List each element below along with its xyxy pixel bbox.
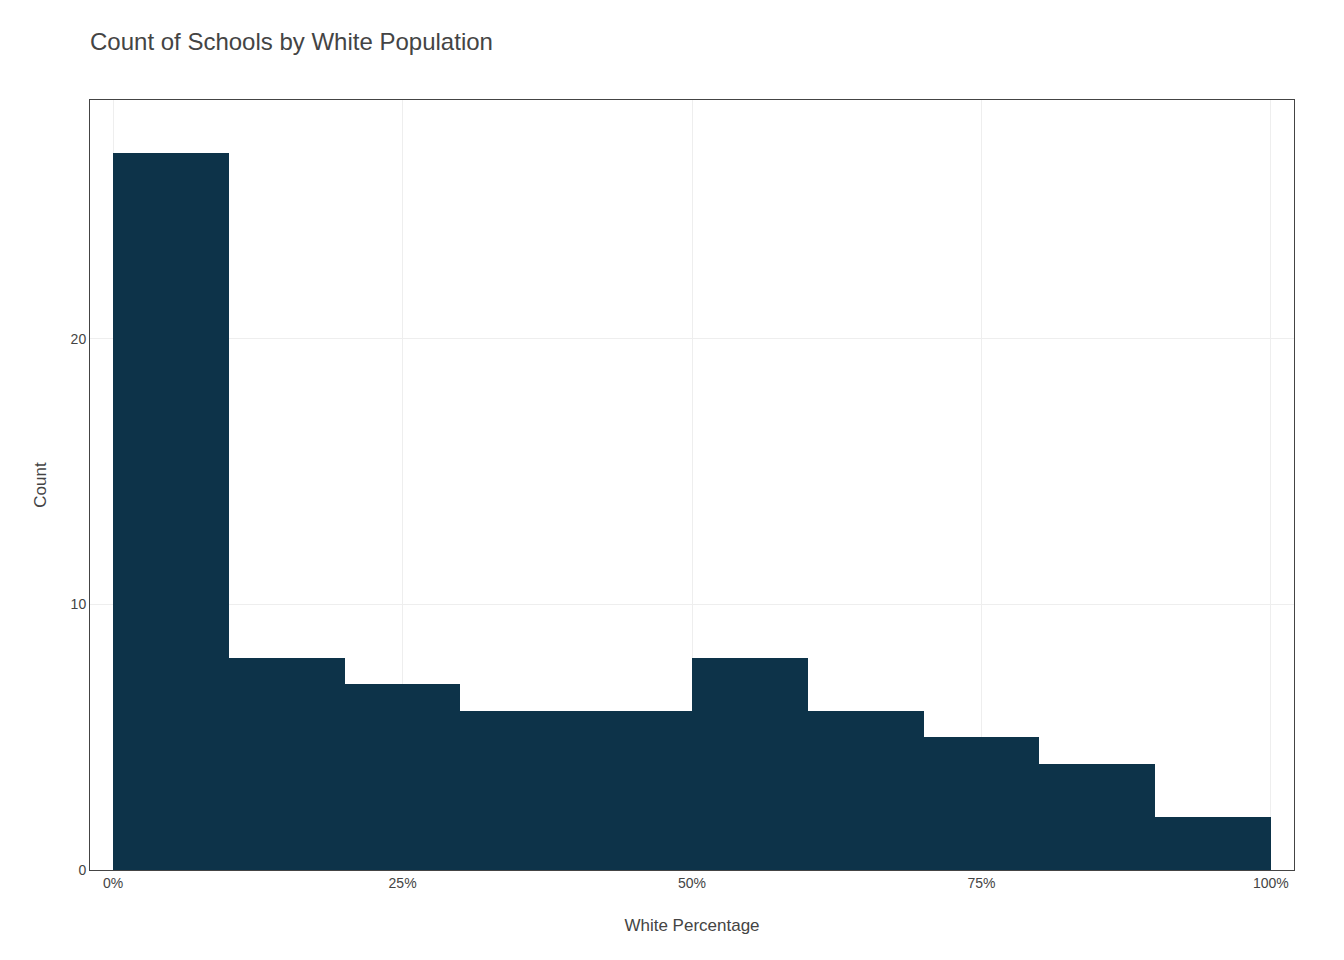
svg-text:20: 20 xyxy=(71,331,87,347)
svg-text:0%: 0% xyxy=(103,875,123,891)
svg-text:0: 0 xyxy=(78,862,86,878)
svg-text:75%: 75% xyxy=(967,875,995,891)
svg-text:Count: Count xyxy=(31,462,50,508)
svg-text:50%: 50% xyxy=(678,875,706,891)
svg-text:White Percentage: White Percentage xyxy=(624,916,759,935)
svg-text:100%: 100% xyxy=(1253,875,1289,891)
svg-text:25%: 25% xyxy=(389,875,417,891)
svg-text:10: 10 xyxy=(71,596,87,612)
svg-text:Count of Schools by White Popu: Count of Schools by White Population xyxy=(90,28,493,55)
